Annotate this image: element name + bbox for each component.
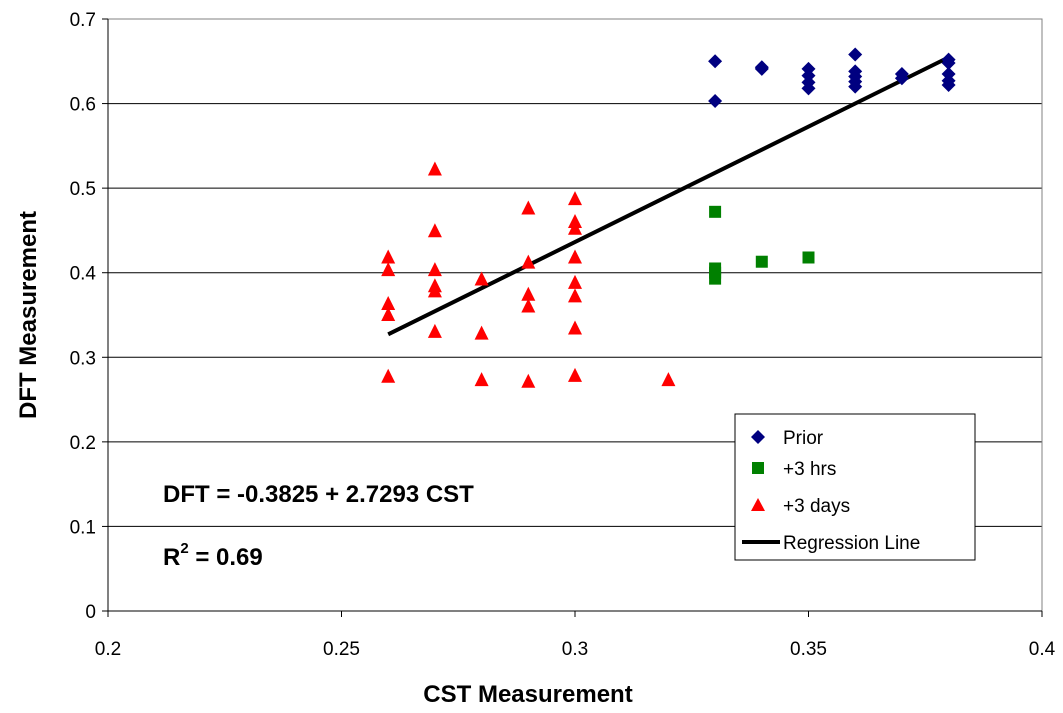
point-triangle-s2-27 (661, 372, 676, 387)
legend-marker-prior (751, 430, 765, 444)
point-triangle-s2-16 (521, 286, 536, 301)
point-diamond-s0-19 (941, 77, 956, 92)
point-square-s1-0 (709, 205, 722, 218)
y-axis-title: DFT Measurement (15, 211, 42, 419)
legend-label-regression: Regression Line (783, 533, 920, 554)
point-diamond-s0-8 (848, 47, 863, 62)
legend-marker-3hrs (752, 462, 764, 474)
y-tick-label-2: 0.2 (70, 433, 96, 454)
point-triangle-s2-5 (427, 161, 442, 176)
point-triangle-s2-2 (381, 296, 396, 311)
point-triangle-s2-11 (474, 271, 489, 286)
point-triangle-s2-23 (568, 274, 582, 289)
y-tick-label-1: 0.1 (70, 517, 96, 538)
point-square-s1-5 (802, 251, 815, 264)
point-triangle-s2-12 (474, 325, 489, 340)
data-points (381, 47, 956, 388)
r-squared-value: = 0.69 (189, 544, 263, 571)
point-triangle-s2-10 (427, 323, 442, 338)
x-tick-label-1: 0.25 (323, 639, 360, 660)
point-triangle-s2-3 (381, 307, 396, 321)
point-triangle-s2-1 (381, 262, 396, 277)
x-tick-label-2: 0.3 (562, 639, 588, 660)
legend: Prior +3 hrs +3 days Regression Line (734, 413, 976, 561)
y-tick-label-7: 0.7 (70, 10, 96, 31)
y-tick-label-4: 0.4 (70, 264, 97, 285)
x-tick-label-3: 0.35 (790, 639, 827, 660)
point-diamond-s0-12 (848, 79, 863, 94)
point-diamond-s0-7 (801, 81, 816, 96)
point-square-s1-4 (755, 255, 768, 268)
axes (102, 18, 1043, 617)
r-squared-prefix: R (163, 544, 180, 571)
point-diamond-s0-1 (708, 94, 723, 109)
point-triangle-s2-21 (568, 220, 582, 235)
point-triangle-s2-22 (568, 249, 582, 264)
point-diamond-s0-14 (894, 71, 909, 86)
point-triangle-s2-26 (568, 367, 582, 382)
point-diamond-s0-16 (941, 55, 956, 70)
x-axis-title: CST Measurement (423, 681, 632, 708)
point-square-s1-3 (709, 272, 722, 285)
regression-line (387, 55, 950, 337)
x-tick-label-4: 0.4 (1029, 639, 1056, 660)
y-tick-label-6: 0.6 (70, 95, 96, 116)
regression-line-layer (387, 55, 950, 337)
point-triangle-s2-17 (521, 298, 536, 313)
point-diamond-s0-3 (754, 61, 769, 76)
x-tick-label-0: 0.2 (95, 639, 121, 660)
point-triangle-s2-4 (381, 368, 396, 383)
point-triangle-s2-13 (474, 372, 489, 387)
y-tick-label-0: 0 (85, 602, 96, 623)
legend-marker-3days (751, 498, 765, 511)
point-triangle-s2-14 (521, 200, 536, 215)
point-triangle-s2-0 (381, 249, 396, 264)
y-tick-label-3: 0.3 (70, 348, 96, 369)
legend-label-3days: +3 days (783, 496, 850, 517)
point-triangle-s2-6 (427, 223, 442, 238)
legend-box (734, 413, 976, 561)
regression-equation-annotation: DFT = -0.3825 + 2.7293 CST (163, 481, 474, 508)
point-triangle-s2-19 (568, 191, 582, 206)
point-triangle-s2-7 (427, 262, 442, 277)
legend-label-prior: Prior (783, 428, 824, 449)
point-triangle-s2-9 (427, 283, 442, 298)
point-triangle-s2-15 (521, 254, 536, 269)
tick-labels: 0 0.1 0.2 0.3 0.4 0.5 0.6 0.7 0.2 0.25 0.3 0.35 0.4 (70, 10, 1056, 660)
point-triangle-s2-24 (568, 288, 582, 303)
legend-label-3hrs: +3 hrs (783, 459, 836, 480)
r-squared-annotation: R2 = 0.69 (163, 540, 263, 571)
point-triangle-s2-18 (521, 373, 536, 388)
r-squared-superscript: 2 (180, 540, 188, 557)
point-triangle-s2-25 (568, 320, 582, 335)
y-tick-label-5: 0.5 (70, 179, 96, 200)
point-diamond-s0-0 (708, 54, 723, 69)
